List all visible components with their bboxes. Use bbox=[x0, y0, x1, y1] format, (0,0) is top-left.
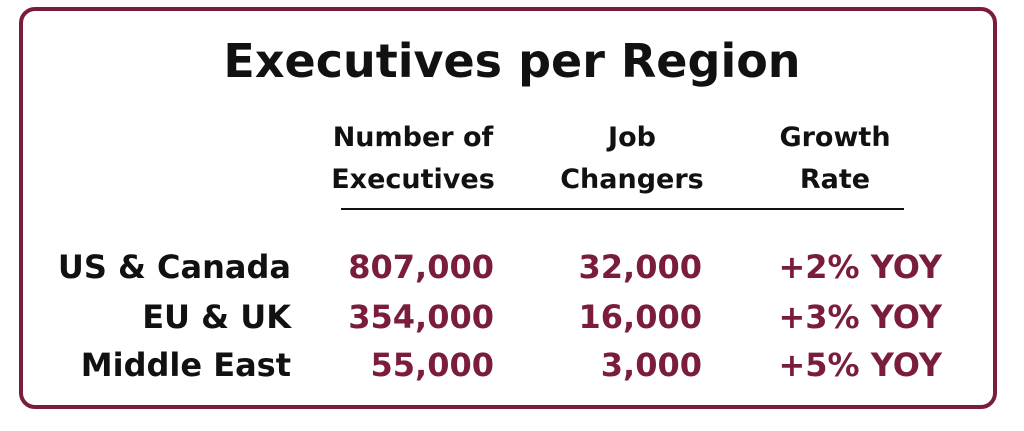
table-row: US & Canada 807,000 32,000 +2% YOY bbox=[0, 243, 1024, 291]
job-changers-value: 3,000 bbox=[600, 346, 702, 384]
column-header-line: Number of bbox=[332, 122, 494, 153]
table-row: Middle East 55,000 3,000 +5% YOY bbox=[0, 341, 1024, 389]
column-header-line: Job bbox=[608, 122, 656, 153]
header-divider bbox=[341, 208, 904, 210]
region-label: US & Canada bbox=[57, 248, 291, 286]
table-row: EU & UK 354,000 16,000 +3% YOY bbox=[0, 293, 1024, 341]
growth-value: +5% YOY bbox=[778, 346, 942, 384]
job-changers-value: 16,000 bbox=[578, 298, 702, 336]
growth-value: +2% YOY bbox=[778, 248, 942, 286]
executives-value: 807,000 bbox=[348, 248, 494, 286]
executives-value: 55,000 bbox=[370, 346, 494, 384]
column-header-line: Rate bbox=[799, 164, 871, 195]
column-header-line: Growth bbox=[779, 122, 891, 153]
column-header-job-changers: Job Changers bbox=[552, 117, 712, 201]
region-label: Middle East bbox=[80, 346, 291, 384]
column-header-line: Executives bbox=[331, 164, 495, 195]
executives-value: 354,000 bbox=[348, 298, 494, 336]
column-header-growth-rate: Growth Rate bbox=[755, 117, 915, 201]
page-title: Executives per Region bbox=[223, 34, 801, 88]
region-label: EU & UK bbox=[142, 298, 291, 336]
job-changers-value: 32,000 bbox=[578, 248, 702, 286]
growth-value: +3% YOY bbox=[778, 298, 942, 336]
column-header-line: Changers bbox=[560, 164, 704, 195]
column-header-executives: Number of Executives bbox=[318, 117, 508, 201]
